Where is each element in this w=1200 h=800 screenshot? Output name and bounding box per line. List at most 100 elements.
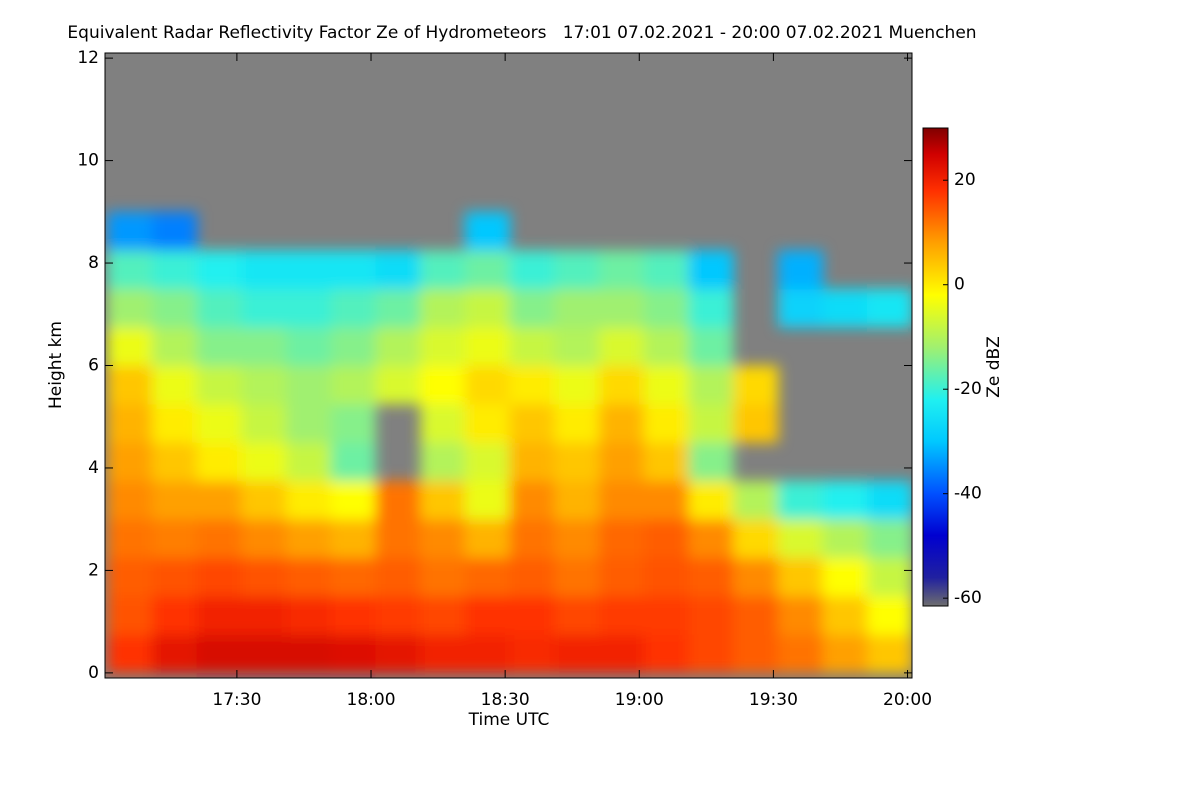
heatmap-cell	[375, 365, 421, 405]
heatmap-cell	[464, 403, 511, 443]
y-tick-label: 8	[88, 253, 99, 273]
heatmap-cell	[420, 634, 466, 674]
heatmap-cell	[867, 634, 912, 674]
heatmap-cell	[599, 250, 645, 290]
heatmap-cell	[554, 442, 600, 482]
heatmap-cell	[107, 442, 153, 482]
heatmap-cell	[241, 519, 287, 559]
y-tick-label: 6	[88, 356, 99, 376]
heatmap-cell	[107, 365, 153, 405]
heatmap-cell	[241, 634, 287, 674]
heatmap-cell	[330, 327, 376, 366]
heatmap-cell	[286, 442, 332, 482]
heatmap-cell	[599, 327, 645, 366]
heatmap-cell	[509, 480, 555, 520]
heatmap-cell	[464, 327, 511, 366]
heatmap-cell	[777, 557, 824, 597]
heatmap-cell	[330, 442, 376, 482]
heatmap-cell	[196, 557, 242, 597]
colorbar-label: Ze dBZ	[984, 336, 1004, 398]
heatmap-cell	[509, 403, 555, 443]
y-tick-label: 0	[88, 663, 99, 683]
heatmap-cell	[733, 634, 779, 674]
heatmap-cell	[196, 519, 242, 559]
heatmap-cell	[688, 519, 734, 559]
heatmap-cells	[107, 211, 912, 674]
heatmap-cell	[599, 442, 645, 482]
heatmap-cell	[151, 288, 198, 328]
heatmap-cell	[464, 557, 511, 597]
heatmap-cell	[241, 327, 287, 366]
colorbar-tick-label: 0	[954, 275, 965, 295]
heatmap-cell	[107, 403, 153, 443]
heatmap-cell	[643, 557, 689, 597]
heatmap-cell	[733, 480, 779, 520]
heatmap-cell	[733, 557, 779, 597]
heatmap-cell	[196, 365, 242, 405]
y-tick-label: 10	[77, 151, 99, 171]
heatmap-cell	[688, 403, 734, 443]
colorbar-tick-label: -60	[954, 588, 982, 608]
heatmap-cell	[107, 288, 153, 328]
heatmap-cell	[464, 519, 511, 559]
x-axis-label: Time UTC	[468, 710, 550, 730]
heatmap-cell	[107, 480, 153, 520]
heatmap-cell	[867, 519, 912, 559]
heatmap-cell	[464, 442, 511, 482]
heatmap-cell	[777, 480, 824, 520]
heatmap-cell	[107, 519, 153, 559]
heatmap-cell	[509, 442, 555, 482]
heatmap-cell	[509, 557, 555, 597]
heatmap-cell	[599, 557, 645, 597]
heatmap-cell	[599, 480, 645, 520]
heatmap-cell	[777, 288, 824, 328]
heatmap-cell	[777, 634, 824, 674]
heatmap-cell	[330, 634, 376, 674]
x-tick-label: 17:30	[212, 690, 261, 710]
heatmap-cell	[196, 480, 242, 520]
heatmap-cell	[688, 365, 734, 405]
heatmap-cell	[464, 365, 511, 405]
heatmap-cell	[554, 480, 600, 520]
heatmap-cell	[599, 596, 645, 635]
heatmap-cell	[464, 211, 511, 251]
heatmap-cell	[509, 365, 555, 405]
heatmap-cell	[330, 365, 376, 405]
heatmap-cell	[330, 519, 376, 559]
heatmap-cell	[420, 288, 466, 328]
heatmap-cell	[867, 288, 912, 328]
chart-title: Equivalent Radar Reflectivity Factor Ze …	[67, 23, 976, 43]
heatmap-cell	[286, 403, 332, 443]
x-tick-label: 18:00	[347, 690, 396, 710]
heatmap-cell	[643, 403, 689, 443]
heatmap-cell	[867, 557, 912, 597]
heatmap-cell	[420, 403, 466, 443]
x-tick-label: 20:00	[883, 690, 932, 710]
heatmap-cell	[375, 288, 421, 328]
heatmap-cell	[151, 634, 198, 674]
heatmap-cell	[107, 557, 153, 597]
heatmap-cell	[196, 288, 242, 328]
heatmap-cell	[375, 480, 421, 520]
heatmap-cell	[643, 288, 689, 328]
heatmap-cell	[196, 250, 242, 290]
heatmap-cell	[107, 634, 153, 674]
heatmap-cell	[330, 288, 376, 328]
heatmap-cell	[554, 519, 600, 559]
heatmap-cell	[151, 327, 198, 366]
heatmap-cell	[822, 634, 868, 674]
heatmap-cell	[375, 519, 421, 559]
heatmap-cell	[196, 327, 242, 366]
colorbar	[922, 127, 949, 607]
heatmap-cell	[330, 596, 376, 635]
heatmap-cell	[375, 596, 421, 635]
heatmap-cell	[822, 288, 868, 328]
heatmap-cell	[643, 596, 689, 635]
heatmap-cell	[867, 596, 912, 635]
heatmap-cell	[554, 365, 600, 405]
heatmap-cell	[599, 519, 645, 559]
heatmap-cell	[509, 519, 555, 559]
heatmap-cell	[286, 634, 332, 674]
heatmap-cell	[688, 327, 734, 366]
heatmap-cell	[151, 365, 198, 405]
